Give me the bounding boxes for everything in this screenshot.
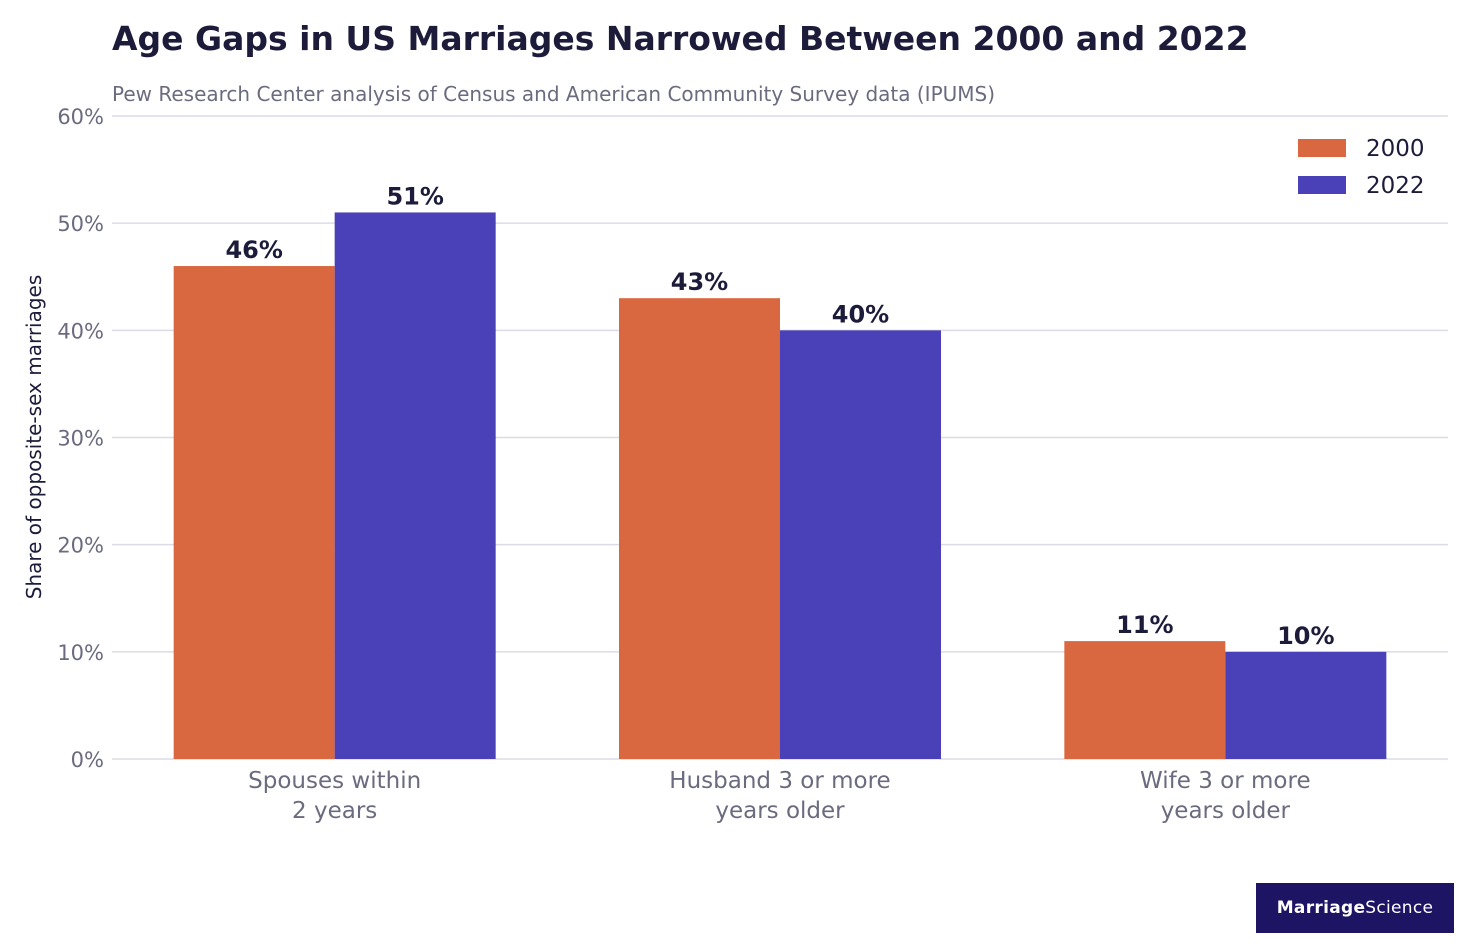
data-label-2000: 43% (671, 268, 728, 296)
x-tick-label: years older (715, 798, 845, 824)
y-tick-label: 30% (57, 427, 104, 451)
chart-subtitle: Pew Research Center analysis of Census a… (112, 82, 995, 106)
bar-2022 (1225, 651, 1387, 759)
bars (173, 212, 1387, 759)
legend-swatch-2022 (1298, 176, 1346, 194)
brand-logo-part1: Marriage (1276, 898, 1366, 918)
x-tick-label: Wife 3 or more (1140, 768, 1311, 794)
brand-logo-part2: Science (1365, 898, 1434, 918)
chart-title: Age Gaps in US Marriages Narrowed Betwee… (112, 19, 1249, 58)
bar-2000 (619, 298, 780, 759)
legend-swatch-2000 (1298, 139, 1346, 157)
bar-2022 (334, 212, 496, 759)
x-tick-label: 2 years (292, 798, 377, 824)
data-label-2022: 40% (832, 300, 889, 328)
legend: 2000 2022 (1298, 136, 1425, 199)
data-label-2000: 46% (225, 236, 282, 264)
legend-label-2000: 2000 (1366, 136, 1425, 162)
data-labels: 46% 51% 43% 40% 11% 10% (225, 182, 1334, 649)
data-label-2000: 11% (1116, 611, 1173, 639)
y-tick-label: 0% (71, 748, 104, 772)
x-tick-label: years older (1161, 798, 1291, 824)
x-axis-ticks: Spouses within 2 years Husband 3 or more ye… (248, 768, 1310, 824)
y-tick-label: 60% (57, 105, 104, 129)
y-tick-label: 40% (57, 319, 104, 343)
y-tick-label: 50% (57, 212, 104, 236)
y-axis-ticks: 0% 10% 20% 30% 40% 50% 60% (57, 105, 104, 772)
data-label-2022: 51% (386, 182, 443, 210)
bar-2000 (1064, 641, 1226, 759)
data-label-2022: 10% (1277, 622, 1334, 650)
bar-2000 (173, 266, 335, 759)
brand-logo: Marriage Science (1256, 883, 1454, 933)
bar-2022 (780, 330, 941, 759)
x-tick-label: Spouses within (248, 768, 421, 794)
y-tick-label: 20% (57, 534, 104, 558)
legend-label-2022: 2022 (1366, 173, 1425, 199)
y-tick-label: 10% (57, 641, 104, 665)
y-axis-label: Share of opposite-sex marriages (22, 275, 46, 600)
x-tick-label: Husband 3 or more (669, 768, 890, 794)
